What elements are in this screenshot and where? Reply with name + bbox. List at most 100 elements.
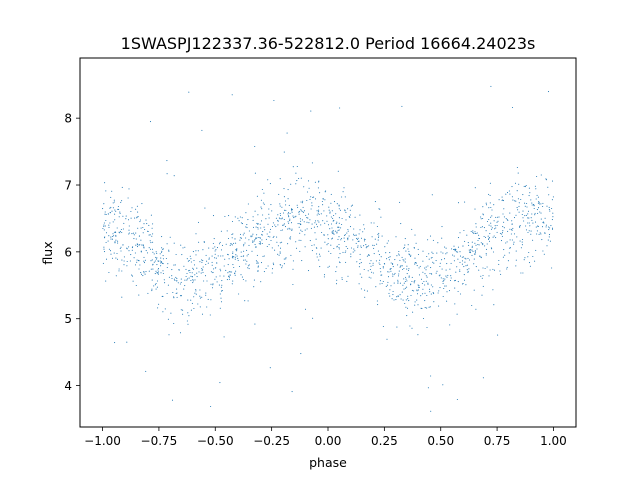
data-point: [308, 187, 310, 189]
data-point: [428, 306, 430, 308]
data-point: [295, 172, 297, 174]
data-point: [382, 267, 384, 269]
data-point: [360, 237, 363, 239]
data-point: [344, 209, 346, 211]
data-point: [546, 205, 548, 207]
data-point: [191, 272, 193, 274]
data-point: [109, 222, 111, 224]
data-point: [386, 284, 388, 286]
data-point: [206, 260, 208, 262]
data-point: [324, 241, 326, 243]
data-point: [316, 256, 318, 258]
data-point: [454, 250, 456, 252]
data-point: [256, 222, 258, 224]
data-point: [316, 210, 318, 212]
data-point: [456, 398, 458, 401]
data-point: [516, 166, 518, 169]
data-point: [347, 237, 349, 239]
data-point: [139, 264, 141, 266]
data-point: [279, 218, 281, 220]
data-point: [205, 294, 207, 296]
data-point: [265, 267, 267, 270]
data-point: [115, 257, 117, 259]
data-point: [331, 232, 333, 234]
data-point: [112, 221, 114, 223]
data-point: [488, 224, 490, 226]
data-point: [502, 256, 504, 258]
data-point: [474, 242, 476, 244]
data-point: [115, 239, 117, 241]
data-point: [388, 256, 390, 259]
data-point: [337, 238, 339, 240]
data-point: [395, 299, 397, 301]
data-point: [247, 253, 249, 255]
data-point: [155, 282, 157, 285]
data-point: [238, 265, 241, 268]
data-point: [300, 201, 302, 203]
data-point: [513, 233, 516, 235]
data-point: [274, 249, 276, 251]
data-point: [333, 201, 336, 203]
data-point: [459, 255, 462, 257]
data-point: [347, 230, 349, 232]
data-point: [336, 221, 338, 223]
data-point: [166, 292, 168, 295]
data-point: [518, 202, 520, 204]
data-point: [340, 237, 343, 240]
data-point: [214, 250, 216, 252]
data-point: [474, 250, 476, 252]
data-point: [508, 252, 510, 254]
data-point: [330, 223, 333, 225]
data-point: [229, 244, 231, 246]
data-point: [158, 303, 160, 305]
data-point: [406, 315, 408, 317]
data-point: [473, 263, 475, 265]
data-point: [208, 258, 210, 260]
data-point: [438, 290, 440, 292]
data-point: [246, 224, 248, 226]
data-point: [113, 231, 115, 233]
data-point: [379, 208, 381, 210]
data-point: [252, 233, 254, 235]
data-point: [196, 272, 198, 274]
data-point: [287, 221, 289, 223]
data-point: [449, 279, 452, 282]
data-point: [476, 248, 478, 250]
data-point: [432, 261, 434, 263]
data-point: [180, 244, 182, 246]
data-point: [364, 289, 366, 291]
data-point: [498, 199, 500, 201]
data-point: [472, 232, 474, 234]
data-point: [482, 243, 484, 245]
data-point: [156, 286, 158, 288]
data-point: [150, 214, 152, 216]
data-point: [468, 268, 470, 270]
data-point: [119, 247, 121, 250]
data-point: [532, 239, 534, 241]
data-point: [130, 210, 132, 213]
data-point: [414, 262, 417, 264]
data-point: [321, 200, 323, 203]
data-point: [528, 187, 530, 189]
data-point: [518, 211, 520, 213]
x-tick-label: −0.25: [253, 434, 290, 448]
data-point: [162, 270, 164, 272]
data-point: [278, 193, 280, 195]
data-point: [478, 269, 480, 271]
data-point: [311, 162, 313, 164]
data-point: [307, 213, 310, 215]
data-point: [544, 217, 546, 219]
data-point: [313, 196, 315, 198]
data-point: [287, 243, 289, 245]
data-point: [435, 260, 437, 262]
data-point: [236, 248, 238, 250]
data-point: [329, 212, 331, 214]
data-point: [528, 217, 530, 219]
data-point: [232, 251, 234, 253]
data-point: [428, 253, 430, 255]
data-point: [482, 206, 484, 208]
x-tick-label: 0.25: [371, 434, 398, 448]
data-point: [212, 271, 214, 273]
data-point: [112, 233, 114, 235]
data-point: [482, 214, 484, 216]
